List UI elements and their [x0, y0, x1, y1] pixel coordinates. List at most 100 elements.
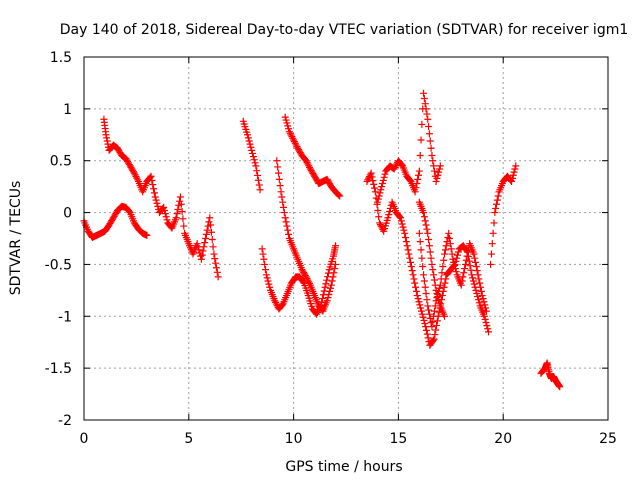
data-point: [413, 180, 421, 188]
data-point: [247, 143, 255, 151]
data-point: [328, 277, 336, 285]
data-point: [151, 193, 159, 201]
data-point: [468, 271, 476, 279]
data-point: [442, 242, 450, 250]
series-arc3: [239, 117, 264, 194]
data-point: [417, 304, 425, 312]
data-point: [399, 223, 407, 231]
data-point: [427, 144, 435, 152]
data-point: [415, 167, 423, 175]
data-point: [423, 296, 431, 304]
series-arc2: [100, 115, 222, 281]
data-point: [154, 202, 162, 210]
data-point: [430, 162, 438, 170]
data-point: [414, 175, 422, 183]
data-point: [392, 162, 400, 170]
data-point: [432, 326, 440, 334]
data-point: [376, 189, 384, 197]
data-point: [430, 167, 438, 175]
data-point: [244, 134, 252, 142]
data-point: [273, 157, 281, 165]
data-point: [400, 226, 408, 234]
data-point: [511, 165, 519, 173]
data-point: [424, 334, 432, 342]
data-point: [405, 250, 413, 258]
data-point: [212, 259, 220, 267]
series-arc4: [258, 242, 340, 318]
data-point: [489, 229, 497, 237]
data-point: [396, 213, 404, 221]
data-point: [291, 139, 299, 147]
data-point: [449, 255, 457, 263]
y-tick-label: 0.5: [50, 154, 72, 170]
data-point: [302, 157, 310, 165]
data-point: [261, 260, 269, 268]
data-point: [277, 188, 285, 196]
data-point: [417, 136, 425, 144]
data-point: [326, 284, 334, 292]
data-point: [255, 181, 263, 189]
data-point: [415, 229, 423, 237]
x-axis-label: GPS time / hours: [285, 459, 402, 475]
series-arc7: [363, 169, 493, 349]
data-point: [474, 293, 482, 301]
data-point: [197, 252, 205, 260]
data-point: [452, 268, 460, 276]
data-point: [422, 105, 430, 113]
data-point: [250, 156, 258, 164]
data-point: [418, 310, 426, 318]
data-point: [485, 328, 493, 336]
data-point: [160, 206, 168, 214]
data-point: [125, 208, 133, 216]
data-point: [425, 122, 433, 130]
data-point: [487, 250, 495, 258]
data-point: [152, 196, 160, 204]
data-point: [163, 216, 171, 224]
data-point: [423, 330, 431, 338]
data-point: [160, 203, 168, 211]
data-point: [150, 185, 158, 193]
data-point: [407, 263, 415, 271]
data-point: [454, 251, 462, 259]
data-point: [412, 287, 420, 295]
data-point: [334, 190, 342, 198]
data-point: [437, 275, 445, 283]
data-point: [258, 245, 266, 253]
data-point: [477, 283, 485, 291]
data-point: [422, 326, 430, 334]
data-point: [477, 287, 485, 295]
x-tick-labels: 0 5 10 15 20 25: [80, 431, 617, 447]
data-point: [381, 170, 389, 178]
data-point: [262, 266, 270, 274]
data-point: [203, 226, 211, 234]
data-point: [408, 267, 416, 275]
series-arc1: [80, 202, 151, 241]
data-point: [453, 254, 461, 262]
data-point: [322, 280, 330, 288]
data-point: [479, 295, 487, 303]
data-point: [431, 331, 439, 339]
y-tick-label: 0: [63, 206, 72, 222]
data-point: [424, 229, 432, 237]
data-point: [146, 173, 154, 181]
data-point: [129, 168, 137, 176]
data-point: [415, 298, 423, 306]
data-point: [422, 289, 430, 297]
data-point: [409, 271, 417, 279]
series-arc10: [415, 198, 449, 320]
data-point: [434, 171, 442, 179]
data-point: [304, 160, 312, 168]
data-point: [432, 177, 440, 185]
data-point: [419, 263, 427, 271]
data-point: [266, 283, 274, 291]
data-point: [374, 206, 382, 214]
data-point: [417, 307, 425, 315]
data-point: [149, 181, 157, 189]
data-point: [369, 177, 377, 185]
data-point: [148, 176, 156, 184]
data-point: [491, 209, 499, 217]
data-point: [202, 235, 210, 242]
data-point: [193, 240, 201, 248]
data-point: [433, 317, 441, 325]
data-point: [290, 136, 298, 144]
